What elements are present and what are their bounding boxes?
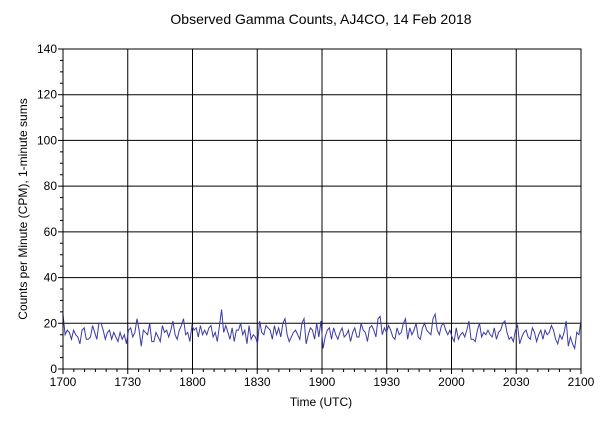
y-tick-label: 100 <box>37 133 57 147</box>
y-axis-label: Counts per Minute (CPM), 1-minute sums <box>16 98 30 319</box>
y-tick-label: 20 <box>44 316 58 330</box>
x-tick-label: 1930 <box>373 375 400 389</box>
x-tick-label: 1900 <box>309 375 336 389</box>
x-tick-label: 2000 <box>438 375 465 389</box>
x-tick-label: 1730 <box>114 375 141 389</box>
x-tick-label: 2030 <box>503 375 530 389</box>
chart-title: Observed Gamma Counts, AJ4CO, 14 Feb 201… <box>170 11 471 27</box>
y-tick-label: 120 <box>37 88 57 102</box>
x-tick-label: 2100 <box>568 375 595 389</box>
grid-lines <box>63 49 581 369</box>
y-tick-label: 80 <box>44 179 58 193</box>
x-tick-labels: 1700 1730 1800 1830 1900 1930 2000 2030 2100 <box>50 375 595 389</box>
plot-frame <box>62 48 582 370</box>
x-axis-label: Time (UTC) <box>290 395 352 409</box>
y-tick-label: 140 <box>37 42 57 56</box>
series-line-gamma-counts <box>62 309 582 351</box>
y-tick-labels: 0 20 40 60 80 100 120 140 <box>37 42 57 376</box>
y-tick-label: 0 <box>50 362 57 376</box>
y-tick-label: 40 <box>44 271 58 285</box>
x-tick-label: 1830 <box>244 375 271 389</box>
x-tick-label: 1700 <box>50 375 77 389</box>
y-tick-label: 60 <box>44 225 58 239</box>
x-tick-label: 1800 <box>179 375 206 389</box>
